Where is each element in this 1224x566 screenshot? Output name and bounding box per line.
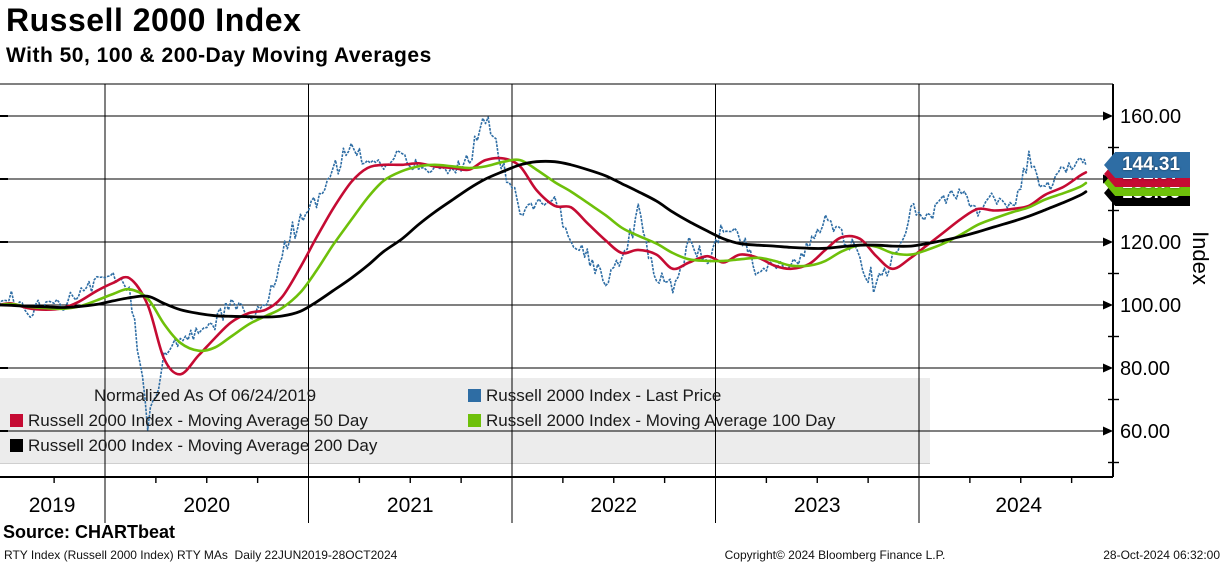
footer-copyright: Copyright© 2024 Bloomberg Finance L.P. — [724, 548, 946, 562]
source-line: Source: CHARTbeat — [3, 522, 176, 542]
x-tick-label: 2021 — [387, 494, 434, 517]
y-major-tick-arrow-icon — [1103, 237, 1113, 247]
series-ma-line-3 — [0, 159, 1088, 319]
legend-item-ma-100: Russell 2000 Index - Moving Average 100 … — [468, 411, 835, 431]
legend-item-label: Russell 2000 Index - Moving Average 50 D… — [28, 411, 368, 430]
legend-swatch-ma-200-icon — [10, 439, 23, 452]
x-tick-label: 2019 — [29, 494, 76, 517]
legend-swatch-last-price-icon — [468, 389, 481, 402]
legend-row-1: Normalized As Of 06/24/2019 Russell 2000… — [0, 386, 930, 408]
legend-swatch-ma-50-icon — [10, 414, 23, 427]
legend-row-3: Russell 2000 Index - Moving Average 200 … — [0, 436, 930, 458]
y-tick-label: 60.00 — [1120, 421, 1170, 443]
normalized-note: Normalized As Of 06/24/2019 — [94, 386, 317, 405]
legend-box — [0, 378, 930, 464]
footer-ticker-info: RTY Index (Russell 2000 Index) RTY MAs D… — [4, 548, 398, 562]
y-major-tick-arrow-icon — [1103, 426, 1113, 436]
y-axis-title: Index — [1188, 231, 1213, 285]
chart-title: Russell 2000 Index — [6, 2, 302, 38]
legend-swatch-ma-100-icon — [468, 414, 481, 427]
x-tick-label: 2020 — [183, 494, 230, 517]
legend-row-2: Russell 2000 Index - Moving Average 50 D… — [0, 411, 930, 433]
y-tick-label: 100.00 — [1120, 295, 1181, 317]
y-tick-label: 80.00 — [1120, 358, 1170, 380]
legend-item-ma-200: Russell 2000 Index - Moving Average 200 … — [10, 436, 377, 456]
series-last-price-line — [0, 116, 1087, 431]
series-ma-line-1 — [0, 156, 1088, 376]
y-major-tick-arrow-icon — [1103, 300, 1113, 310]
series-layer — [0, 116, 1088, 431]
x-tick-label: 2024 — [995, 494, 1042, 517]
price-label-last-price: 144.31 — [1104, 152, 1190, 178]
legend-item-label: Russell 2000 Index - Moving Average 100 … — [486, 411, 836, 430]
legend-item-label: Russell 2000 Index - Last Price — [486, 386, 722, 405]
y-tick-label: 160.00 — [1120, 106, 1181, 128]
y-major-tick-arrow-icon — [1103, 363, 1113, 373]
footer-timestamp: 28-Oct-2024 06:32:00 — [1103, 548, 1220, 562]
x-tick-label: 2023 — [794, 494, 841, 517]
y-tick-label: 120.00 — [1120, 232, 1181, 254]
x-tick-label: 2022 — [590, 494, 637, 517]
y-major-tick-arrow-icon — [1103, 111, 1113, 121]
series-ma-line-2 — [0, 158, 1088, 353]
legend-item-ma-50: Russell 2000 Index - Moving Average 50 D… — [10, 411, 368, 431]
footer-bar: RTY Index (Russell 2000 Index) RTY MAs D… — [0, 546, 1224, 566]
legend-item-last-price: Russell 2000 Index - Last Price — [468, 386, 721, 406]
chart-subtitle: With 50, 100 & 200-Day Moving Averages — [6, 44, 432, 67]
legend-item-label: Russell 2000 Index - Moving Average 200 … — [28, 436, 378, 455]
